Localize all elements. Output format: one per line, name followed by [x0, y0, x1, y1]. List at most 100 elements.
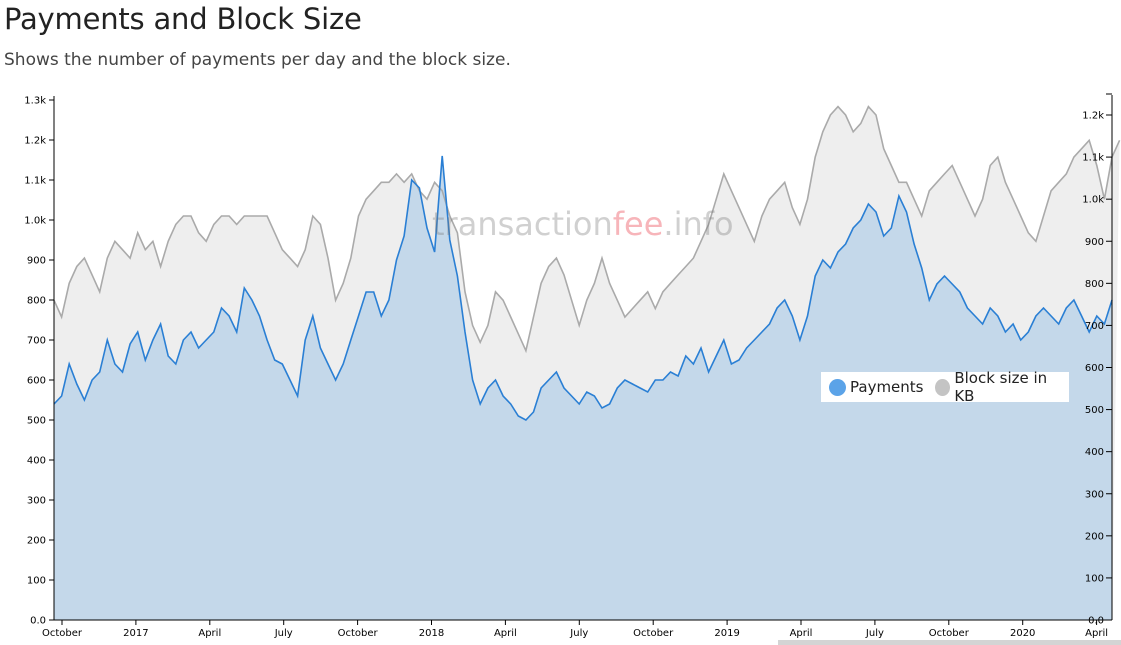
payments-line [53, 155, 1113, 421]
x-axis-tick: 2018 [419, 620, 444, 639]
x-axis-tick: April [494, 620, 517, 639]
horizontal-scrollbar[interactable] [778, 640, 1121, 645]
left-axis-tick: 700 [27, 336, 54, 347]
right-axis-tick: 700 [1085, 321, 1112, 332]
x-tick-label: April [198, 628, 221, 639]
left-tick-label: 1.1k [24, 176, 46, 187]
left-axis-tick: 400 [27, 456, 54, 467]
left-axis-tick: 1.2k [24, 136, 54, 147]
left-axis-tick: 1.0k [24, 216, 54, 227]
watermark-part2: fee [612, 205, 664, 243]
left-axis-tick: 900 [27, 256, 54, 267]
left-axis-tick: 200 [27, 536, 54, 547]
right-tick-label: 900 [1085, 237, 1104, 248]
x-axis-tick: April [198, 620, 221, 639]
right-axis-tick: 200 [1085, 531, 1112, 542]
right-tick-label: 0.0 [1088, 616, 1104, 627]
left-axis-tick: 500 [27, 416, 54, 427]
left-axis: 0.0 100 200 300 400 500 600 700 800 900 1.0k 1.1k 1.… [24, 96, 55, 627]
right-axis-tick: 600 [1085, 363, 1112, 374]
right-axis-tick: 400 [1085, 447, 1112, 458]
right-axis-tick: 500 [1085, 405, 1112, 416]
x-tick-label: 2018 [419, 628, 444, 639]
left-tick-label: 1.3k [24, 96, 46, 107]
x-tick-label: 2017 [123, 628, 148, 639]
x-axis-tick: July [569, 620, 588, 639]
left-axis-tick: 0.0 [30, 616, 54, 627]
right-axis-tick: 300 [1085, 489, 1112, 500]
x-tick-label: April [790, 628, 813, 639]
legend-item-block-size[interactable]: Block size in KB [935, 369, 1057, 405]
x-axis-tick: October [633, 620, 674, 639]
left-tick-label: 1.2k [24, 136, 46, 147]
right-axis: 0.0 100 200 300 400 500 600 700 800 900 1.0k 1.1k 1.… [1082, 93, 1113, 627]
x-tick-label: July [865, 628, 884, 639]
left-axis-tick: 800 [27, 296, 54, 307]
legend-dot-icon [935, 378, 951, 396]
left-tick-label: 100 [27, 576, 46, 587]
legend-label-block-size: Block size in KB [954, 369, 1048, 405]
x-axis-tick: 2020 [1010, 620, 1035, 639]
right-axis-tick: 1.1k [1082, 153, 1112, 164]
legend: Payments Block size in KB [821, 369, 1069, 405]
legend-item-payments[interactable]: Payments [829, 378, 923, 396]
right-tick-label: 500 [1085, 405, 1104, 416]
watermark-part1: transaction [432, 205, 613, 243]
x-axis-tick: April [790, 620, 813, 639]
x-tick-label: October [929, 628, 970, 639]
x-axis-tick: October [42, 620, 83, 639]
page-subtitle: Shows the number of payments per day and… [4, 50, 511, 70]
payments-area [54, 156, 1112, 620]
x-tick-label: April [1085, 628, 1108, 639]
block-size-line [53, 105, 1121, 354]
right-tick-label: 600 [1085, 363, 1104, 374]
x-axis-tick: July [274, 620, 293, 639]
left-axis-tick: 1.3k [24, 96, 54, 107]
right-axis-tick: 800 [1085, 279, 1112, 290]
right-axis-tick: 1.0k [1082, 195, 1112, 206]
x-tick-label: July [569, 628, 588, 639]
left-axis-tick: 300 [27, 496, 54, 507]
left-axis-tick: 1.1k [24, 176, 54, 187]
left-tick-label: 1.0k [24, 216, 46, 227]
right-tick-label: 200 [1085, 531, 1104, 542]
right-tick-label: 800 [1085, 279, 1104, 290]
legend-dot-icon [829, 378, 846, 396]
right-tick-label: 1.1k [1082, 153, 1104, 164]
x-tick-label: 2020 [1010, 628, 1035, 639]
left-tick-label: 0.0 [30, 616, 46, 627]
right-axis-tick: 100 [1085, 573, 1112, 584]
right-axis-tick: 1.2k [1082, 111, 1112, 122]
left-tick-label: 300 [27, 496, 46, 507]
watermark-part3: .info [663, 205, 734, 243]
right-tick-label: 1.0k [1082, 195, 1104, 206]
x-axis-tick: 2017 [123, 620, 149, 639]
x-tick-label: April [494, 628, 517, 639]
left-axis-tick: 600 [27, 376, 54, 387]
x-tick-label: July [274, 628, 293, 639]
legend-label-payments: Payments [850, 378, 924, 396]
left-axis-tick: 100 [27, 576, 54, 587]
x-tick-label: October [338, 628, 379, 639]
plot-area [53, 105, 1121, 621]
left-tick-label: 900 [27, 256, 46, 267]
x-tick-label: October [42, 628, 83, 639]
x-tick-label: 2019 [714, 628, 739, 639]
right-tick-label: 1.2k [1082, 111, 1104, 122]
x-axis-tick: October [338, 620, 379, 639]
x-axis-tick: October [929, 620, 970, 639]
left-tick-label: 600 [27, 376, 46, 387]
right-tick-label: 700 [1085, 321, 1104, 332]
x-axis-tick: 2019 [714, 620, 740, 639]
right-tick-label: 300 [1085, 489, 1104, 500]
left-tick-label: 800 [27, 296, 46, 307]
x-axis-tick: April [1085, 620, 1108, 639]
x-axis-tick: July [865, 620, 884, 639]
left-tick-label: 400 [27, 456, 46, 467]
left-tick-label: 500 [27, 416, 46, 427]
right-axis-tick: 900 [1085, 237, 1112, 248]
watermark: transactionfee.info [432, 205, 734, 243]
page-title: Payments and Block Size [4, 2, 362, 36]
right-tick-label: 400 [1085, 447, 1104, 458]
